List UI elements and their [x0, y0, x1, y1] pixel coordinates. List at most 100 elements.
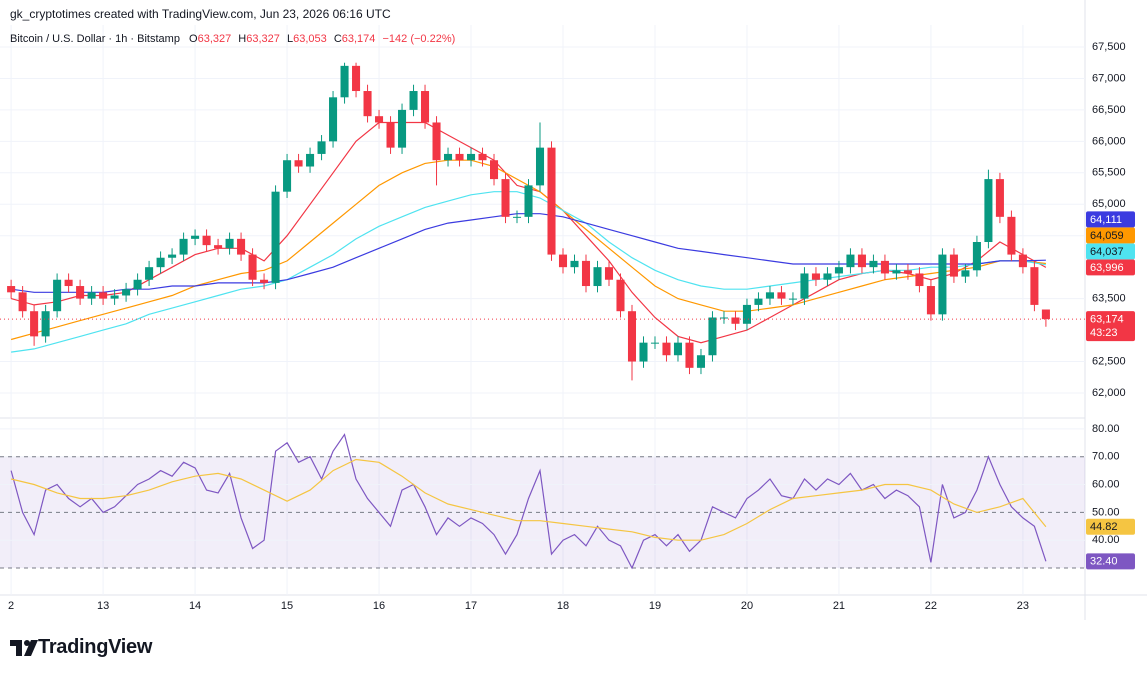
- candle-body: [363, 91, 372, 117]
- x-tick-label: 18: [557, 600, 569, 612]
- candle-body: [892, 270, 901, 274]
- candle-body: [179, 238, 188, 255]
- ohlc-prefix: L: [286, 33, 294, 45]
- candle-body: [627, 311, 637, 362]
- candle-body: [708, 317, 717, 356]
- x-tick-label: 15: [281, 600, 293, 612]
- y-tick-label: 50.00: [1092, 506, 1120, 518]
- candle-body: [478, 153, 487, 161]
- candle-body: [834, 267, 843, 274]
- last-price-label: 63,174: [1090, 314, 1124, 326]
- candle-body: [938, 254, 947, 315]
- candle-body: [581, 260, 591, 287]
- x-tick-label: 14: [189, 600, 201, 612]
- rsi-line: [10, 458, 1047, 541]
- price-badge-label: 64,037: [1090, 246, 1124, 258]
- price-badge: [1086, 211, 1135, 228]
- candle-body: [87, 292, 96, 299]
- candle-body: [662, 342, 671, 356]
- candle-body: [673, 342, 683, 356]
- candle-body: [352, 65, 361, 92]
- candle-body: [765, 292, 774, 299]
- candle-body: [248, 254, 257, 280]
- price-badge-label: 32.40: [1090, 556, 1118, 568]
- candle-body: [329, 97, 338, 142]
- candle-body: [1030, 267, 1039, 305]
- candle-body: [846, 254, 855, 268]
- countdown: 43:23: [1090, 327, 1118, 339]
- candle-body: [202, 235, 211, 246]
- candle-body: [777, 292, 786, 299]
- price-badge: [1086, 518, 1135, 535]
- candle-body: [995, 179, 1004, 217]
- rsi-line: [10, 433, 1047, 570]
- y-tick-label: 62,500: [1092, 355, 1126, 367]
- price-badge-label: 44.82: [1090, 521, 1118, 533]
- candle-body: [650, 342, 660, 344]
- candle-body: [110, 295, 119, 299]
- x-tick-label: 13: [97, 600, 109, 612]
- candle-body: [409, 91, 418, 110]
- candle-body: [685, 342, 694, 368]
- candle-body: [915, 273, 924, 287]
- candle-body: [788, 298, 797, 300]
- candle-body: [156, 257, 165, 268]
- candle-body: [271, 191, 280, 283]
- candle-body: [811, 273, 820, 280]
- candle-body: [961, 270, 970, 277]
- y-tick-label: 62,000: [1092, 387, 1126, 399]
- y-tick-label: 60.00: [1092, 478, 1120, 490]
- candle-body: [558, 254, 568, 268]
- x-tick-label: 21: [833, 600, 845, 612]
- candle-body: [340, 65, 349, 98]
- candle-body: [719, 317, 728, 319]
- x-tick-label: 2: [8, 600, 14, 612]
- x-tick-label: 19: [649, 600, 661, 612]
- candle-body: [869, 260, 878, 268]
- candle-body: [432, 122, 441, 161]
- change: −142 (−0.22%): [382, 33, 456, 45]
- y-tick-label: 66,500: [1092, 104, 1126, 116]
- moving-average: [11, 213, 1046, 293]
- price-badge-label: 63,996: [1090, 262, 1124, 274]
- ohlc-value: 63,053: [293, 33, 327, 45]
- candle-body: [535, 147, 545, 186]
- x-tick-label: 17: [465, 600, 477, 612]
- price-badge: [1086, 243, 1135, 260]
- logo-icon: [10, 640, 38, 656]
- candle-body: [972, 242, 981, 271]
- y-tick-label: 67,500: [1092, 41, 1126, 53]
- candle-body: [1007, 216, 1016, 255]
- candle-body: [547, 147, 556, 255]
- candle-body: [99, 292, 108, 299]
- candle-body: [7, 286, 16, 293]
- candle-body: [903, 270, 912, 274]
- candle-body: [1041, 309, 1050, 320]
- candle-body: [754, 298, 763, 305]
- candle-body: [823, 273, 832, 280]
- candle-body: [294, 160, 303, 167]
- ohlc-value: 63,327: [246, 33, 280, 45]
- candle-body: [926, 286, 935, 315]
- candle-body: [466, 153, 476, 161]
- candle-body: [317, 141, 326, 154]
- price-badge: [1086, 259, 1135, 276]
- candle-body: [191, 235, 200, 239]
- y-tick-label: 80.00: [1092, 423, 1120, 435]
- candle-body: [306, 153, 315, 167]
- candle-body: [696, 355, 706, 368]
- x-tick-label: 22: [925, 600, 937, 612]
- price-badge-label: 64,111: [1090, 214, 1122, 226]
- price-badge: [1086, 553, 1135, 570]
- candle-body: [857, 254, 866, 268]
- candle-body: [570, 260, 579, 268]
- candle-body: [639, 342, 648, 362]
- y-tick-label: 65,500: [1092, 167, 1126, 179]
- candle-body: [237, 238, 246, 255]
- candle-body: [512, 216, 522, 218]
- candle-body: [524, 185, 533, 217]
- candle-body: [421, 91, 430, 123]
- candle-body: [168, 254, 177, 258]
